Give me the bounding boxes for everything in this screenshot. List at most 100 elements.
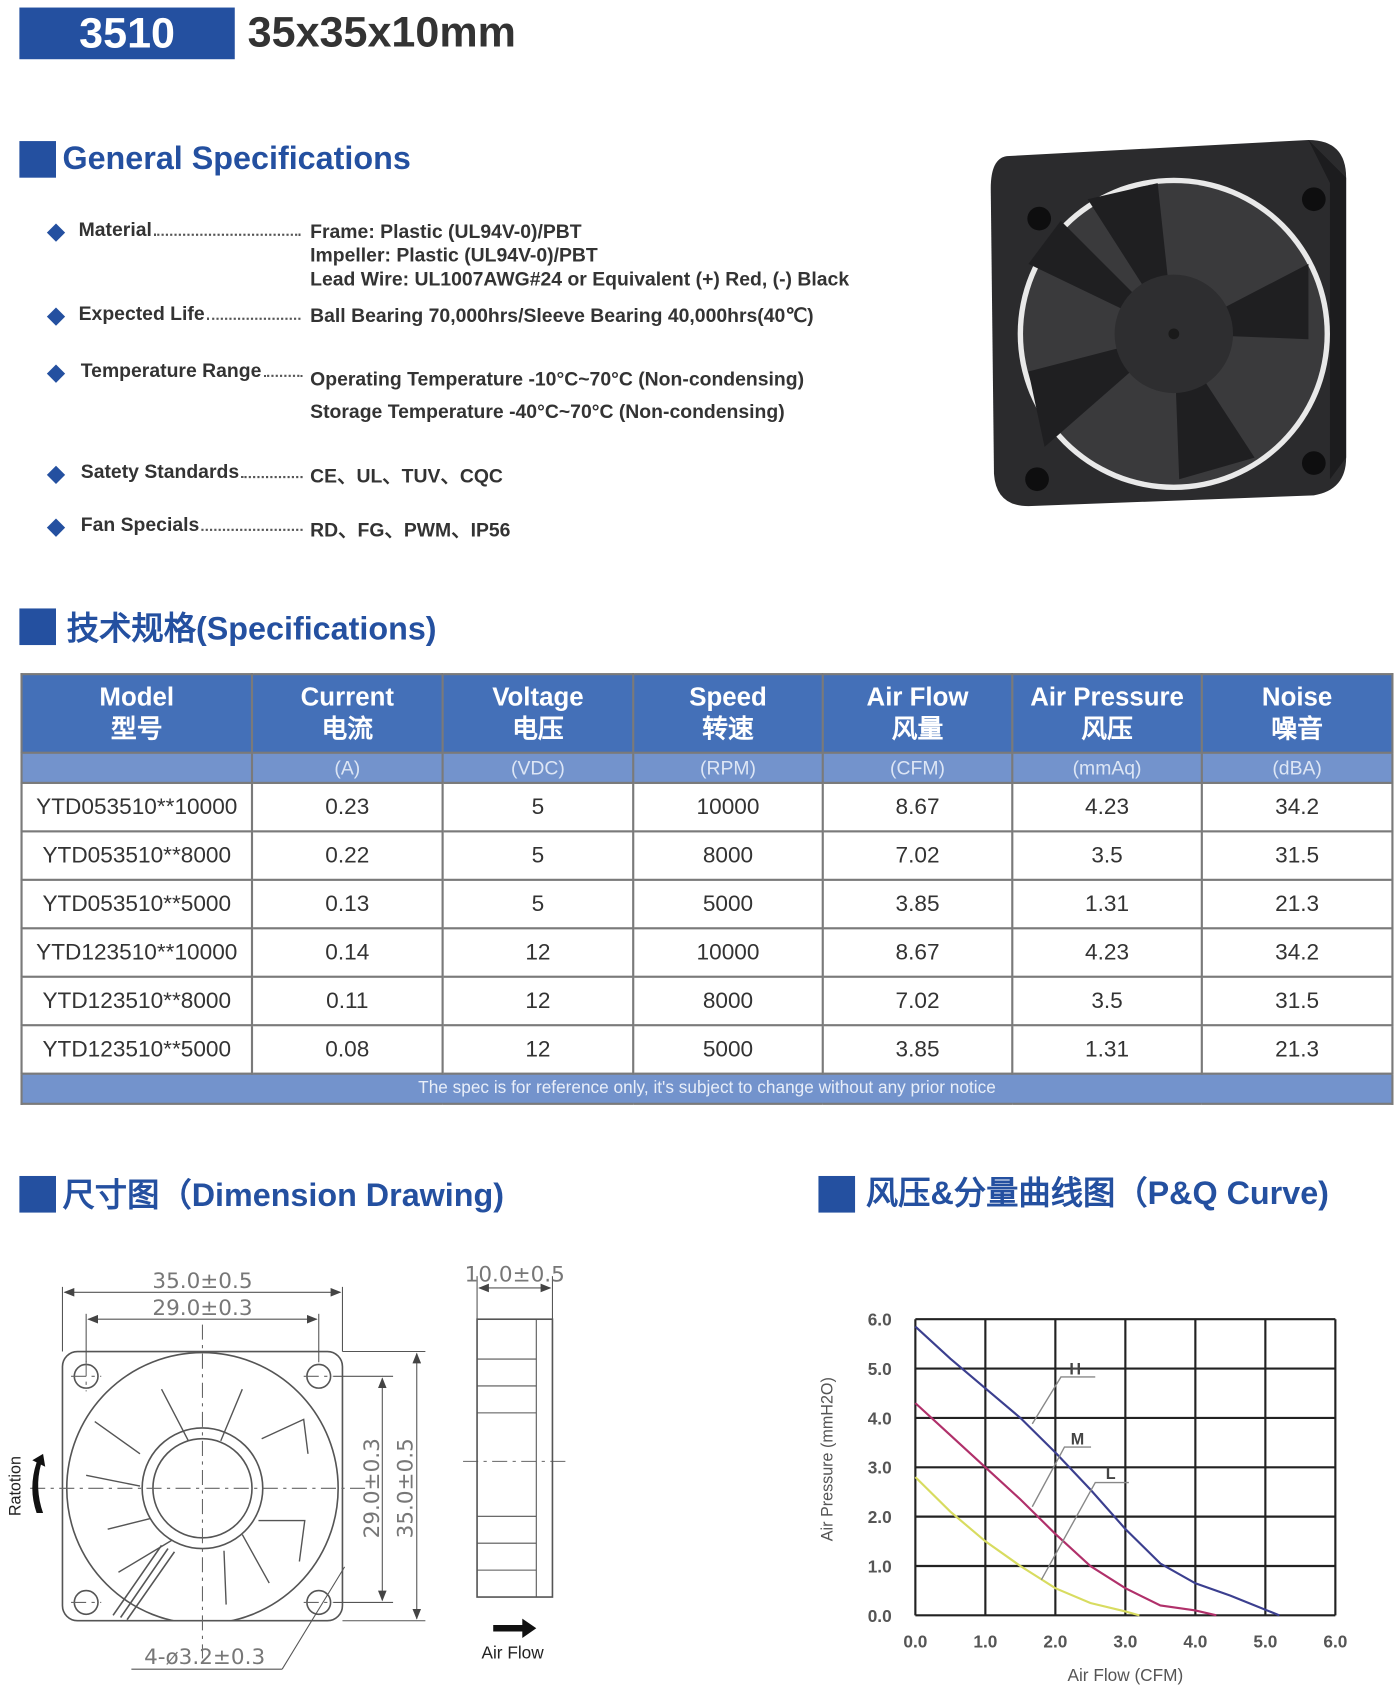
unit-cell: (A) xyxy=(250,751,444,784)
table-cell: 5 xyxy=(441,878,635,930)
unit-cell: (VDC) xyxy=(441,751,635,784)
table-cell: 0.13 xyxy=(250,878,444,930)
model-number-badge: 3510 xyxy=(19,7,235,60)
table-cell: 21.3 xyxy=(1200,1024,1394,1075)
spec-label-fan-specials: Fan Specials xyxy=(81,514,307,537)
table-cell: 5000 xyxy=(632,878,824,930)
table-cell: 12 xyxy=(441,927,635,978)
table-cell: 8000 xyxy=(632,830,824,881)
unit-cell xyxy=(20,751,254,784)
curve-h xyxy=(914,1325,1280,1617)
table-header-row: Model 型号 Current 电流 Voltage 电压 Speed 转速 Air … xyxy=(20,673,1394,754)
table-row: YTD123510**10000 0.14 12 10000 8.67 4.23 34.2 xyxy=(20,927,1394,978)
column-header-en: Speed xyxy=(689,682,767,712)
table-footnote: The spec is for reference only, it's sub… xyxy=(20,1072,1394,1105)
dim-height-holes: 29.0±0.3 xyxy=(360,1438,385,1538)
table-cell: 12 xyxy=(441,975,635,1027)
curve-leader-lines xyxy=(1031,1376,1129,1581)
curve-label-l: L xyxy=(1106,1465,1116,1483)
x-tick-label: 6.0 xyxy=(1323,1632,1347,1652)
spec-value-line: Operating Temperature -10°C~70°C (Non-co… xyxy=(310,368,805,390)
specifications-title: 技术规格(Specifications) xyxy=(66,611,437,648)
table-cell: 31.5 xyxy=(1200,830,1394,881)
curve-m xyxy=(914,1402,1217,1617)
section-marker xyxy=(19,141,56,178)
table-cell: YTD053510**8000 xyxy=(20,830,254,881)
dot-leader xyxy=(241,475,303,479)
column-header-noise: Noise 噪音 xyxy=(1200,673,1394,754)
pq-curve-title: 风压&分量曲线图（P&Q Curve) xyxy=(865,1175,1329,1212)
spec-value-line: Frame: Plastic (UL94V-0)/PBT xyxy=(310,220,582,243)
table-cell: YTD053510**10000 xyxy=(20,781,254,833)
column-header-zh: 噪音 xyxy=(1271,714,1323,744)
unit-cell: (mmAq) xyxy=(1011,751,1203,784)
table-cell: 0.08 xyxy=(250,1024,444,1075)
spec-value-line: Lead Wire: UL1007AWG#24 or Equivalent (+… xyxy=(310,268,850,290)
unit-cell: (dBA) xyxy=(1200,751,1394,784)
y-tick-label: 6.0 xyxy=(868,1310,892,1330)
table-cell: 3.5 xyxy=(1011,830,1203,881)
dim-width-outer: 35.0±0.5 xyxy=(152,1269,252,1294)
airflow-label: Air Flow xyxy=(482,1642,545,1662)
diamond-bullet-icon xyxy=(46,465,66,485)
table-cell: YTD123510**5000 xyxy=(20,1024,254,1075)
spec-label-text: Fan Specials xyxy=(80,513,200,536)
column-header-en: Model xyxy=(99,682,175,712)
column-header-model: Model 型号 xyxy=(20,673,254,754)
y-tick-label: 1.0 xyxy=(868,1556,892,1576)
spec-value-line: Impeller: Plastic (UL94V-0)/PBT xyxy=(310,244,598,266)
table-cell: 3.5 xyxy=(1011,975,1203,1027)
rotation-arrow-icon xyxy=(32,1453,46,1514)
table-cell: 4.23 xyxy=(1011,781,1203,833)
spec-label-expected-life: Expected Life xyxy=(79,303,305,326)
column-header-zh: 风压 xyxy=(1081,714,1133,744)
specifications-table: Model 型号 Current 电流 Voltage 电压 Speed 转速 Air … xyxy=(20,673,1394,1105)
table-cell: 7.02 xyxy=(821,975,1014,1027)
dim-mounting-holes: 4-ø3.2±0.3 xyxy=(144,1645,265,1670)
curve-l xyxy=(914,1476,1140,1617)
dot-leader xyxy=(263,374,303,377)
spec-label-text: Expected Life xyxy=(78,302,205,325)
spec-value-temperature-range: Operating Temperature -10°C~70°C (Non-co… xyxy=(310,363,804,428)
y-axis-label: Air Pressure (mmH2O) xyxy=(818,1377,836,1541)
table-cell: 0.11 xyxy=(250,975,444,1027)
table-cell: 8.67 xyxy=(821,781,1014,833)
spec-value-expected-life: Ball Bearing 70,000hrs/Sleeve Bearing 40… xyxy=(310,304,814,327)
table-cell: 5000 xyxy=(632,1024,824,1075)
table-cell: 10000 xyxy=(632,781,824,833)
table-cell: 3.85 xyxy=(821,878,1014,930)
column-header-en: Air Pressure xyxy=(1030,682,1184,712)
table-cell: 21.3 xyxy=(1200,878,1394,930)
table-cell: 1.31 xyxy=(1011,1024,1203,1075)
y-tick-label: 5.0 xyxy=(868,1359,892,1379)
x-tick-label: 3.0 xyxy=(1113,1632,1137,1652)
table-cell: 1.31 xyxy=(1011,878,1203,930)
table-cell: 7.02 xyxy=(821,830,1014,881)
spec-value-line: Storage Temperature -40°C~70°C (Non-cond… xyxy=(310,400,785,423)
spec-label-temperature-range: Temperature Range xyxy=(81,360,307,383)
column-header-en: Voltage xyxy=(492,682,584,712)
column-header-zh: 型号 xyxy=(110,714,163,744)
spec-value-safety-standards: CE、UL、TUV、CQC xyxy=(310,465,503,487)
table-cell: 31.5 xyxy=(1200,975,1394,1027)
table-cell: 12 xyxy=(441,1024,635,1075)
diamond-bullet-icon xyxy=(46,307,66,326)
unit-cell: (RPM) xyxy=(632,751,824,784)
diamond-bullet-icon xyxy=(46,364,66,383)
x-tick-label: 5.0 xyxy=(1253,1632,1277,1652)
table-row: YTD123510**8000 0.11 12 8000 7.02 3.5 31.5 xyxy=(20,975,1394,1027)
table-cell: 34.2 xyxy=(1200,781,1394,833)
column-header-zh: 风量 xyxy=(891,714,944,744)
section-marker xyxy=(19,608,56,646)
x-tick-label: 2.0 xyxy=(1043,1632,1067,1652)
unit-cell: (CFM) xyxy=(821,751,1014,784)
table-cell: 5 xyxy=(441,830,635,881)
table-cell: 3.85 xyxy=(821,1024,1014,1075)
table-cell: 0.23 xyxy=(250,781,444,833)
table-cell: 8000 xyxy=(632,975,824,1027)
column-header-speed: Speed 转速 xyxy=(632,673,824,754)
dim-depth: 10.0±0.5 xyxy=(465,1263,565,1288)
units-row: (A) (VDC) (RPM) (CFM) (mmAq) (dBA) xyxy=(20,751,1394,784)
column-header-zh: 电流 xyxy=(321,714,374,744)
dimension-drawing-title: 尺寸图（Dimension Drawing) xyxy=(62,1178,505,1214)
